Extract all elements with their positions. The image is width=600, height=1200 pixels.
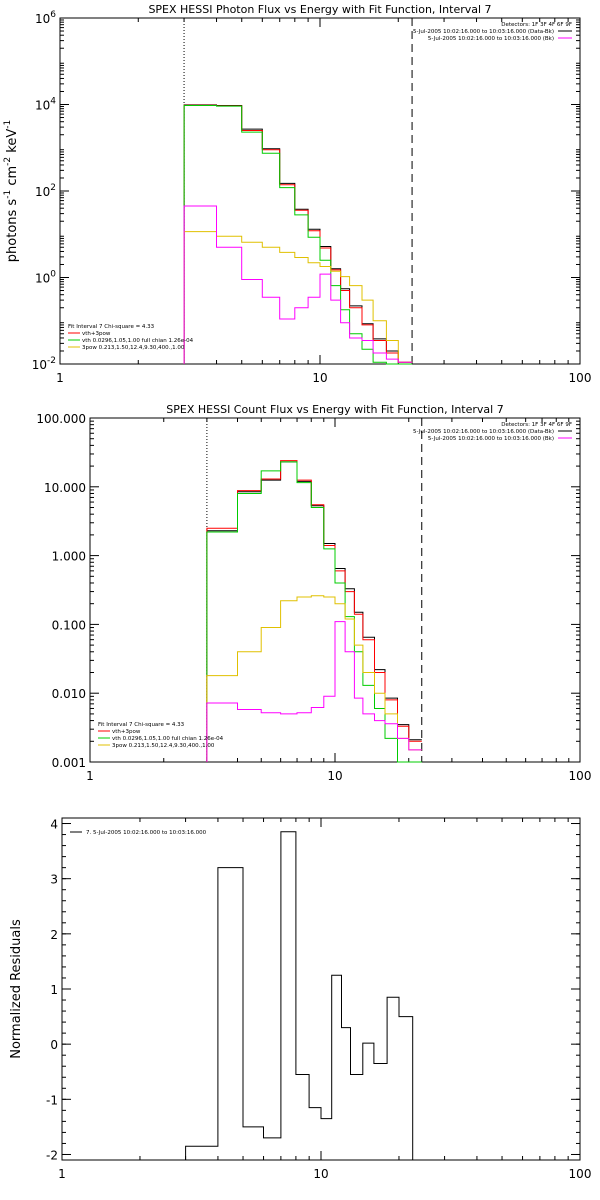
y-tick-label: 1.000 xyxy=(52,550,86,564)
legend-entry: 7. 5-Jul-2005 10:02:16.000 to 10:03:16.0… xyxy=(86,830,207,836)
legend-top-entry: 5-Jul-2005 10:02:16.000 to 10:03:16.000 … xyxy=(428,36,554,42)
series-bk-histogram xyxy=(206,621,422,762)
y-tick-label: 4 xyxy=(50,818,58,832)
legend-top-entry: 5-Jul-2005 10:02:16.000 to 10:03:16.000 … xyxy=(413,429,554,435)
y-tick-label: 106 xyxy=(35,10,56,26)
x-tick-label: 10 xyxy=(312,371,327,385)
series-vth-histogram xyxy=(206,461,422,763)
y-axis-label-part: cm xyxy=(5,166,20,190)
legend-fit-entry: vth+3pow xyxy=(112,729,141,735)
legend-fit-entry: vth 0.0296,1.05,1.00 full chian 1.26e-04 xyxy=(112,736,224,742)
y-axis-label-exponent: -2 xyxy=(3,157,13,166)
legend-fit-entry: 3pow 0.213,1.50,12.4,9.30,400.,1.00 xyxy=(112,743,215,749)
y-tick-label: 3 xyxy=(50,873,58,887)
y-axis-label-part: keV xyxy=(5,129,20,157)
y-tick-label: -1 xyxy=(46,1093,58,1107)
y-tick-label: 0.010 xyxy=(52,687,86,701)
y-tick-label: 0.001 xyxy=(52,756,86,770)
y-tick-label: 104 xyxy=(35,97,56,113)
legend-top-entry: 5-Jul-2005 10:02:16.000 to 10:03:16.000 … xyxy=(428,436,554,442)
x-tick-label: 1 xyxy=(86,769,94,783)
legend-fit-entry: vth+3pow xyxy=(82,331,111,337)
y-tick-label: 10.000 xyxy=(44,481,86,495)
y-tick-label: 0.100 xyxy=(52,618,86,632)
y-tick-exponent: 2 xyxy=(50,183,56,193)
y-tick-label: 1 xyxy=(50,983,58,997)
y-axis-label-exponent: -1 xyxy=(3,120,13,129)
legend-fit-title: Fit Interval 7 Chi-square = 4.33 xyxy=(98,722,185,728)
legend-fit-entry: 3pow 0.213,1.50,12.4,9.30,400.,1.00 xyxy=(82,345,185,351)
y-tick-base: 10 xyxy=(35,185,50,199)
y-tick-base: 10 xyxy=(32,358,47,372)
legend-top-entry: Detectors: 1F 3F 4F 6F 9F xyxy=(501,22,572,28)
series-bk-histogram xyxy=(183,205,413,364)
x-tick-label: 1 xyxy=(56,371,64,385)
legend-top-entry: 5-Jul-2005 10:02:16.000 to 10:03:16.000 … xyxy=(413,29,554,35)
y-axis-label: Normalized Residuals xyxy=(9,919,24,1059)
series-7-5-jul-2005-10-02-16-000-to-10-03-16-000-histogram xyxy=(185,831,414,1160)
plot-frame xyxy=(89,417,581,763)
y-axis-label-part: photons s xyxy=(5,199,20,263)
x-tick-label: 100 xyxy=(569,769,592,783)
series-vth-3pow-histogram xyxy=(183,104,413,364)
plot-frame xyxy=(59,17,581,365)
chart-title: SPEX HESSI Photon Flux vs Energy with Fi… xyxy=(148,3,491,16)
y-tick-label: 100.000 xyxy=(36,412,86,426)
series-data-bk-histogram xyxy=(206,461,422,762)
y-tick-exponent: 6 xyxy=(50,10,56,20)
chart-title: SPEX HESSI Count Flux vs Energy with Fit… xyxy=(166,403,503,416)
legend-fit-entry: vth 0.0296,1.05,1.00 full chian 1.26e-04 xyxy=(82,338,194,344)
y-axis-label-exponent: -1 xyxy=(3,190,13,199)
y-tick-label: -2 xyxy=(46,1148,58,1162)
y-tick-label: 10-2 xyxy=(32,356,56,372)
y-axis-label: photons s-1 cm-2 keV-1 xyxy=(3,120,20,262)
y-tick-label: 100 xyxy=(35,270,56,286)
legend-top-entry: Detectors: 1F 3F 4F 6F 9F xyxy=(501,422,572,428)
series-3pow-histogram xyxy=(183,231,413,364)
y-tick-label: 102 xyxy=(35,183,56,199)
series-vth-histogram xyxy=(183,105,413,365)
x-tick-label: 1 xyxy=(58,1167,66,1181)
y-tick-base: 10 xyxy=(35,272,50,286)
y-tick-exponent: 4 xyxy=(50,97,56,107)
y-tick-exponent: -2 xyxy=(47,356,56,366)
y-tick-label: 2 xyxy=(50,928,58,942)
x-tick-label: 100 xyxy=(569,371,592,385)
y-tick-base: 10 xyxy=(35,12,50,26)
legend-fit-title: Fit Interval 7 Chi-square = 4.33 xyxy=(68,324,155,330)
series-3pow-histogram xyxy=(206,595,422,762)
series-data-bk-histogram xyxy=(183,104,413,364)
x-tick-label: 10 xyxy=(313,1167,328,1181)
panel-2: 1 10 100 0.001 0.010 0.100 1.000 10.000 100.000 S… xyxy=(36,403,591,783)
x-tick-label: 100 xyxy=(569,1167,592,1181)
y-tick-base: 10 xyxy=(35,99,50,113)
panel-3: 1 10 100 -2 -1 0 1 2 3 4 Normalized Residuals 7. 5-… xyxy=(9,817,592,1181)
y-tick-exponent: 0 xyxy=(50,270,56,280)
y-tick-label: 0 xyxy=(50,1038,58,1052)
x-tick-label: 10 xyxy=(327,769,342,783)
